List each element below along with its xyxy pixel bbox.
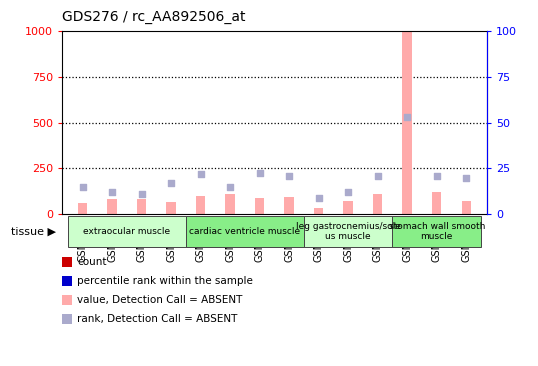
Bar bbox=[285, 197, 294, 214]
Text: value, Detection Call = ABSENT: value, Detection Call = ABSENT bbox=[77, 295, 242, 305]
Point bbox=[137, 191, 146, 197]
Bar bbox=[137, 198, 146, 214]
Text: GDS276 / rc_AA892506_at: GDS276 / rc_AA892506_at bbox=[62, 10, 245, 24]
Text: tissue ▶: tissue ▶ bbox=[11, 227, 56, 236]
Bar bbox=[225, 194, 235, 214]
Text: cardiac ventricle muscle: cardiac ventricle muscle bbox=[189, 227, 300, 236]
Bar bbox=[255, 198, 264, 214]
Bar bbox=[304, 216, 392, 247]
Point bbox=[196, 171, 205, 177]
Point bbox=[78, 184, 87, 190]
Bar bbox=[186, 216, 304, 247]
Point bbox=[373, 173, 382, 179]
Text: rank, Detection Call = ABSENT: rank, Detection Call = ABSENT bbox=[77, 314, 237, 324]
Bar bbox=[373, 194, 383, 214]
Point bbox=[285, 173, 293, 179]
Point bbox=[344, 189, 352, 195]
Bar bbox=[343, 201, 353, 214]
Bar bbox=[107, 199, 117, 214]
Point bbox=[256, 170, 264, 176]
Point bbox=[433, 173, 441, 179]
Bar bbox=[68, 216, 186, 247]
Text: stomach wall smooth
muscle: stomach wall smooth muscle bbox=[388, 222, 485, 241]
Bar bbox=[402, 31, 412, 214]
Bar bbox=[196, 196, 206, 214]
Text: count: count bbox=[77, 257, 107, 267]
Text: leg gastrocnemius/sole
us muscle: leg gastrocnemius/sole us muscle bbox=[296, 222, 401, 241]
Point bbox=[462, 175, 471, 180]
Bar bbox=[392, 216, 481, 247]
Point bbox=[314, 195, 323, 201]
Point bbox=[167, 180, 175, 186]
Point bbox=[108, 189, 116, 195]
Point bbox=[226, 184, 235, 190]
Bar bbox=[462, 201, 471, 214]
Bar bbox=[432, 192, 442, 214]
Text: extraocular muscle: extraocular muscle bbox=[83, 227, 171, 236]
Point bbox=[403, 114, 412, 120]
Bar bbox=[314, 208, 323, 214]
Bar bbox=[78, 203, 87, 214]
Bar bbox=[166, 202, 176, 214]
Text: percentile rank within the sample: percentile rank within the sample bbox=[77, 276, 253, 286]
